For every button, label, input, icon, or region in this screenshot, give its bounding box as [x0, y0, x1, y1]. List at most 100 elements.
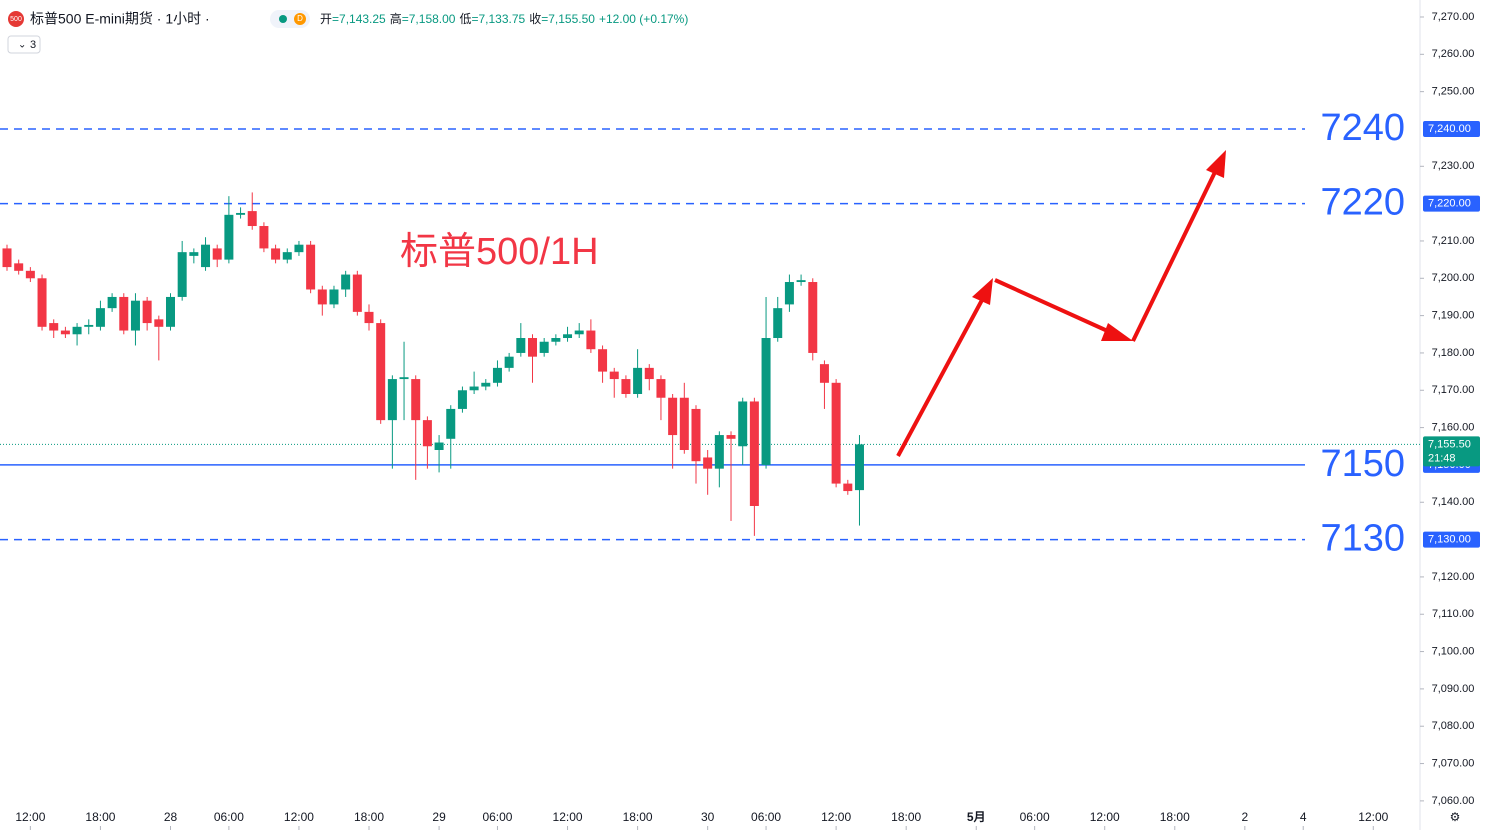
candle-body — [271, 248, 281, 260]
level-tag-text: 7,240.00 — [1428, 123, 1471, 135]
candle-body — [387, 379, 397, 421]
candle-body — [843, 483, 853, 492]
candle-body — [819, 364, 829, 383]
symbol-title[interactable]: 标普500 E-mini期货 · 1小时 · — [30, 11, 210, 27]
candle-body — [130, 300, 140, 331]
x-tick-label: 12:00 — [284, 810, 314, 824]
x-tick-label: 06:00 — [214, 810, 244, 824]
countdown-text: 21:48 — [1428, 452, 1456, 464]
y-tick-label: 7,140.00 — [1432, 496, 1475, 508]
y-tick-label: 7,190.00 — [1432, 310, 1475, 322]
ohlc-label: 高 — [390, 11, 402, 26]
settings-icon[interactable]: ⚙ — [1450, 810, 1461, 824]
arrow-down — [994, 278, 1113, 335]
x-tick-label: 18:00 — [354, 810, 384, 824]
candle-body — [177, 252, 187, 297]
candle-body — [738, 401, 748, 447]
symbol-badge-text: 500 — [10, 16, 22, 23]
candle-body — [14, 263, 24, 271]
candle-body — [469, 386, 479, 391]
level-label: 7240 — [1320, 107, 1405, 149]
candle-body — [574, 330, 584, 335]
ohlc-value: =7,143.25 — [332, 12, 386, 26]
level-tag-text: 7,220.00 — [1428, 198, 1471, 210]
indicator-chevron: ⌄ — [18, 40, 26, 51]
status-text: D — [297, 14, 303, 23]
x-tick-label: 28 — [164, 810, 178, 824]
candle-body — [656, 379, 666, 398]
x-tick-label: 12:00 — [821, 810, 851, 824]
candle-body — [457, 390, 467, 409]
y-tick-label: 7,270.00 — [1432, 11, 1475, 23]
candle-body — [633, 367, 643, 395]
candle-body — [586, 330, 596, 350]
candle-body — [773, 308, 783, 339]
y-tick-label: 7,060.00 — [1432, 795, 1475, 807]
y-tick-label: 7,180.00 — [1432, 347, 1475, 359]
x-tick-label: 30 — [701, 810, 715, 824]
x-tick-label: 2 — [1241, 810, 1248, 824]
symbol-badge[interactable] — [8, 11, 24, 27]
ohlc-values: 开 =7,143.25 高 =7,158.00 低 =7,133.75 收 =7,155.50… — [320, 11, 688, 26]
candle-body — [784, 282, 794, 305]
candle-body — [563, 334, 573, 339]
y-tick-label: 7,090.00 — [1432, 683, 1475, 695]
y-tick-label: 7,120.00 — [1432, 571, 1475, 583]
candle-body — [329, 289, 339, 305]
candle-body — [72, 326, 82, 335]
candle-body — [668, 397, 678, 436]
y-tick-label: 7,100.00 — [1432, 645, 1475, 657]
indicator-toggle[interactable] — [7, 35, 41, 54]
candle-body — [282, 252, 292, 260]
x-tick-label: 12:00 — [1358, 810, 1388, 824]
candle-body — [352, 274, 362, 312]
candle-body — [551, 338, 561, 342]
candle-body — [528, 338, 537, 357]
arrow-up-1 — [896, 299, 984, 457]
candle-body — [854, 444, 864, 491]
last-price-text: 7,155.50 — [1428, 438, 1471, 450]
candle-body — [84, 324, 94, 327]
candle-body — [236, 212, 246, 215]
candle-body — [539, 341, 549, 353]
candle-body — [726, 435, 736, 439]
x-tick-label: 18:00 — [891, 810, 921, 824]
x-tick-label: 5月 — [967, 810, 986, 824]
level-tag-text: 7,130.00 — [1428, 533, 1471, 545]
candle-body — [492, 367, 502, 383]
level-tag — [1423, 195, 1480, 212]
candle-body — [119, 296, 129, 331]
ohlc-value: =7,155.50 — [541, 12, 595, 26]
candle-body — [411, 379, 421, 421]
candle-body — [25, 270, 35, 279]
candle-body — [679, 397, 689, 450]
x-tick-label: 29 — [432, 810, 446, 824]
candle-body — [621, 379, 631, 395]
y-tick-label: 7,170.00 — [1432, 384, 1475, 396]
candle-body — [376, 323, 386, 421]
candle-body — [481, 382, 491, 387]
candle-body — [446, 408, 456, 439]
arrow-up-2 — [1131, 169, 1218, 342]
candle-body — [154, 319, 164, 327]
x-tick-label: 18:00 — [623, 810, 653, 824]
level-tag — [1423, 120, 1480, 137]
x-tick-label: 4 — [1300, 810, 1307, 824]
candle-body — [60, 330, 70, 335]
candle-body — [294, 244, 304, 253]
candle-body — [598, 349, 608, 372]
candle-body — [107, 296, 117, 309]
x-tick-label: 12:00 — [15, 810, 45, 824]
level-label: 7220 — [1320, 182, 1405, 224]
candle-body — [831, 382, 841, 484]
candle-body — [808, 282, 818, 353]
forecast-arrows — [896, 150, 1226, 457]
y-tick-label: 7,260.00 — [1432, 48, 1475, 60]
x-tick-label: 18:00 — [1160, 810, 1190, 824]
candle-body — [341, 274, 351, 290]
x-tick-label: 12:00 — [553, 810, 583, 824]
y-tick-label: 7,110.00 — [1432, 608, 1474, 620]
x-tick-label: 06:00 — [482, 810, 512, 824]
candle-body — [189, 252, 199, 256]
